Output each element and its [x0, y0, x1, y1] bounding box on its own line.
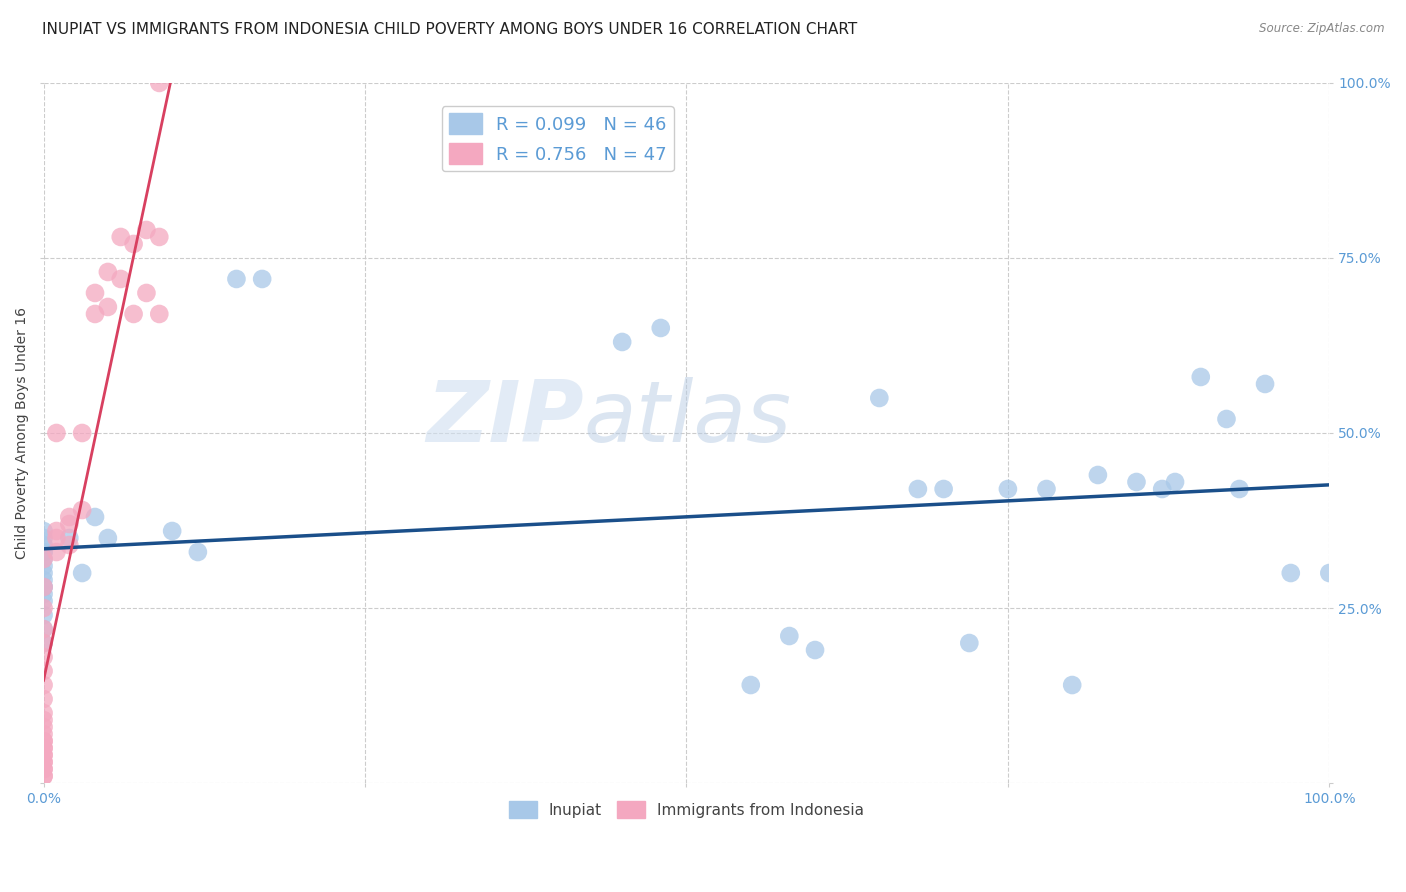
Point [45, 531, 67, 545]
Point [778, 629, 800, 643]
Point [1152, 482, 1174, 496]
Point [32, 692, 55, 706]
Point [32, 531, 55, 545]
Point [997, 482, 1019, 496]
Point [804, 643, 827, 657]
Point [32, 545, 55, 559]
Point [32, 580, 55, 594]
Point [84, 307, 107, 321]
Point [70, 566, 93, 580]
Point [1125, 475, 1147, 489]
Point [32, 734, 55, 748]
Legend: Inupiat, Immigrants from Indonesia: Inupiat, Immigrants from Indonesia [503, 795, 870, 824]
Point [97, 531, 120, 545]
Point [58, 531, 80, 545]
Point [32, 601, 55, 615]
Point [32, 607, 55, 622]
Point [97, 300, 120, 314]
Point [1035, 482, 1057, 496]
Point [32, 566, 55, 580]
Point [32, 552, 55, 566]
Point [32, 573, 55, 587]
Point [225, 272, 247, 286]
Point [32, 747, 55, 762]
Text: INUPIAT VS IMMIGRANTS FROM INDONESIA CHILD POVERTY AMONG BOYS UNDER 16 CORRELATI: INUPIAT VS IMMIGRANTS FROM INDONESIA CHI… [42, 22, 858, 37]
Point [932, 482, 955, 496]
Point [1164, 475, 1187, 489]
Point [58, 538, 80, 552]
Point [122, 307, 145, 321]
Point [32, 636, 55, 650]
Point [32, 769, 55, 783]
Point [84, 285, 107, 300]
Point [32, 755, 55, 769]
Point [32, 524, 55, 538]
Point [58, 516, 80, 531]
Point [1189, 370, 1212, 384]
Point [868, 391, 890, 405]
Point [32, 650, 55, 665]
Point [32, 636, 55, 650]
Point [32, 741, 55, 756]
Point [32, 559, 55, 574]
Point [135, 223, 157, 237]
Point [1215, 412, 1237, 426]
Point [32, 727, 55, 741]
Point [1317, 566, 1340, 580]
Point [148, 76, 170, 90]
Point [187, 545, 209, 559]
Point [45, 425, 67, 440]
Point [32, 552, 55, 566]
Point [58, 510, 80, 524]
Point [70, 425, 93, 440]
Point [32, 706, 55, 720]
Point [32, 762, 55, 776]
Point [32, 769, 55, 783]
Point [1227, 482, 1250, 496]
Point [45, 545, 67, 559]
Point [250, 272, 273, 286]
Point [1279, 566, 1302, 580]
Point [97, 265, 120, 279]
Point [1087, 468, 1109, 483]
Text: Source: ZipAtlas.com: Source: ZipAtlas.com [1260, 22, 1385, 36]
Point [32, 580, 55, 594]
Point [740, 678, 762, 692]
Point [650, 321, 672, 335]
Point [32, 622, 55, 636]
Point [32, 741, 55, 756]
Point [70, 503, 93, 517]
Point [45, 524, 67, 538]
Y-axis label: Child Poverty Among Boys Under 16: Child Poverty Among Boys Under 16 [15, 307, 30, 559]
Point [32, 580, 55, 594]
Point [135, 285, 157, 300]
Point [122, 237, 145, 252]
Point [84, 510, 107, 524]
Point [32, 755, 55, 769]
Text: ZIP: ZIP [426, 377, 583, 460]
Point [1062, 678, 1084, 692]
Point [32, 720, 55, 734]
Text: atlas: atlas [583, 377, 792, 460]
Point [148, 230, 170, 244]
Point [32, 587, 55, 601]
Point [32, 664, 55, 678]
Point [957, 636, 980, 650]
Point [32, 713, 55, 727]
Point [110, 272, 132, 286]
Point [32, 622, 55, 636]
Point [32, 594, 55, 608]
Point [907, 482, 929, 496]
Point [32, 734, 55, 748]
Point [612, 334, 634, 349]
Point [32, 538, 55, 552]
Point [160, 524, 183, 538]
Point [32, 747, 55, 762]
Point [32, 762, 55, 776]
Point [148, 307, 170, 321]
Point [32, 678, 55, 692]
Point [32, 545, 55, 559]
Point [1254, 376, 1277, 391]
Point [110, 230, 132, 244]
